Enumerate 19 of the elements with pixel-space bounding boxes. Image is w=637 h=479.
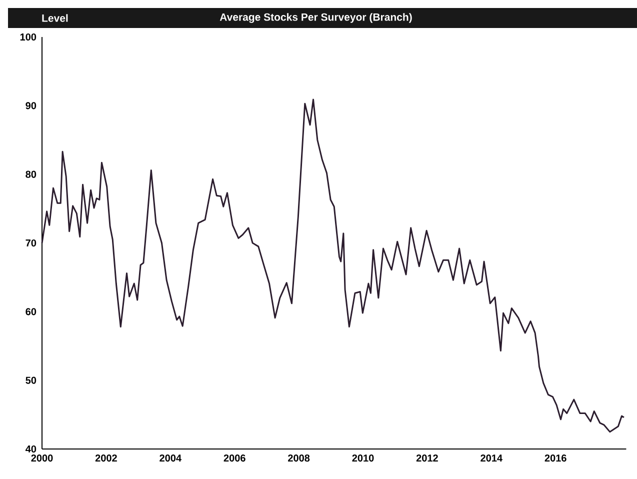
y-tick-label: 100: [20, 33, 36, 41]
y-tick-label: 60: [26, 308, 36, 316]
y-axis-title: Level: [42, 14, 68, 22]
y-tick-label: 70: [26, 239, 36, 247]
y-tick-label: 90: [26, 102, 36, 110]
chart-title: Average Stocks Per Surveyor (Branch): [220, 13, 412, 23]
y-tick-label: 50: [26, 376, 36, 384]
x-tick-label: 2012: [416, 454, 438, 462]
x-tick-label: 2010: [352, 454, 374, 462]
x-tick-label: 2014: [480, 454, 502, 462]
line-series: [41, 98, 625, 433]
x-tick-label: 2008: [288, 454, 310, 462]
y-tick-label: 80: [26, 170, 36, 178]
x-tick-label: 2016: [544, 454, 566, 462]
x-tick-label: 2004: [160, 454, 182, 462]
x-tick-label: 2000: [31, 454, 53, 462]
x-tick-label: 2006: [224, 454, 246, 462]
x-tick-label: 2002: [95, 454, 117, 462]
y-tick-label: 40: [26, 445, 36, 453]
